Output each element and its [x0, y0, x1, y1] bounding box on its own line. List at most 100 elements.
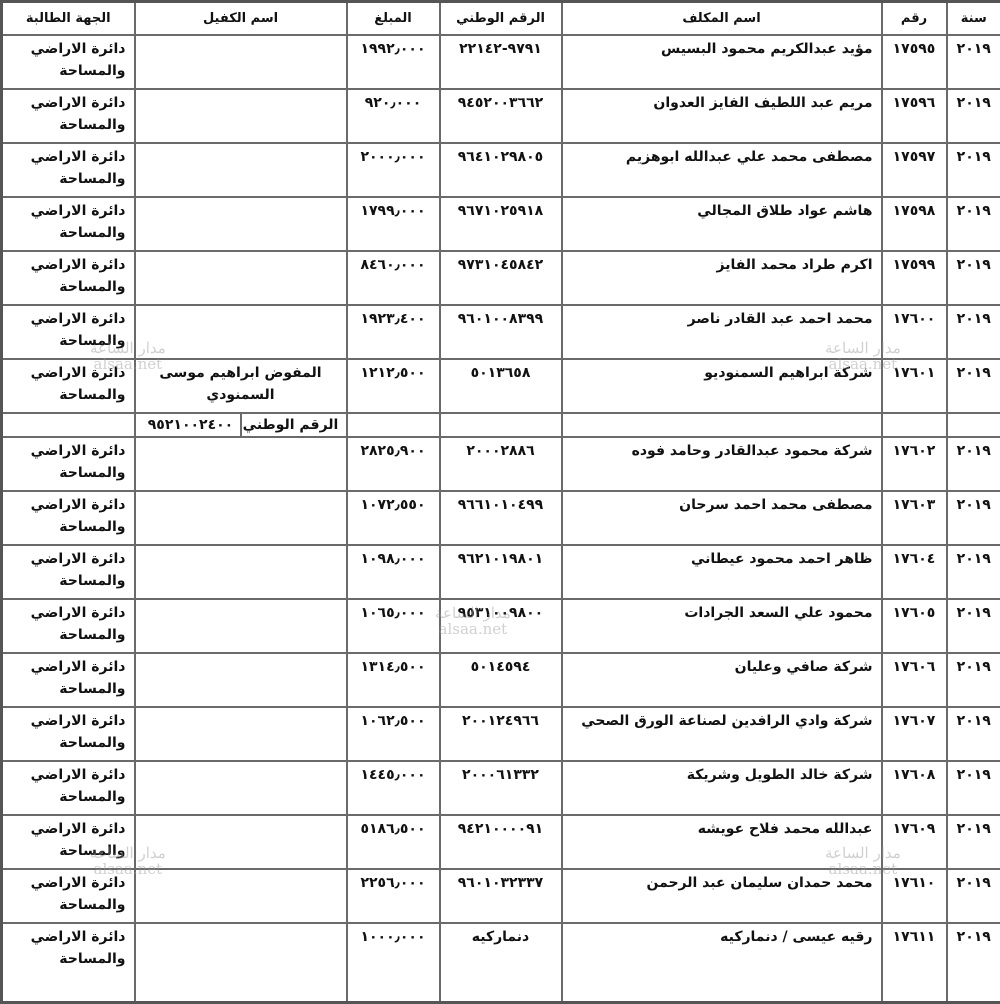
cell-number: ١٧٦٠٧ — [882, 707, 947, 761]
cell-national-id: ٩٦٤١٠٢٩٨٠٥ — [440, 143, 562, 197]
cell-name: شركة وادي الرافدين لصناعة الورق الصحي — [562, 707, 882, 761]
cell-requester: دائرة الاراضي والمساحة — [2, 491, 135, 545]
cell-national-id: ٥٠١٤٥٩٤ — [440, 653, 562, 707]
cell-national-id: ٩٥٣١٠٠٩٨٠٠ — [440, 599, 562, 653]
cell-name: رقيه عيسى / دنماركيه — [562, 923, 882, 1003]
cell-name: ظاهر احمد محمود عيطاني — [562, 545, 882, 599]
cell-guarantor — [135, 491, 347, 545]
cell-national-id: ٩٧٣١٠٤٥٨٤٢ — [440, 251, 562, 305]
header-year: سنة — [947, 2, 1000, 36]
cell-year: ٢٠١٩ — [947, 89, 1000, 143]
cell-national-id: دنماركيه — [440, 923, 562, 1003]
cell-guarantor — [135, 815, 347, 869]
cell-name: شركة ابراهيم السمنوديو — [562, 359, 882, 413]
cell-guarantor — [135, 143, 347, 197]
cell-amount: ١٤٤٥٫٠٠٠ — [347, 761, 440, 815]
cell-number: ١٧٦٠٥ — [882, 599, 947, 653]
cell-requester: دائرة الاراضي والمساحة — [2, 707, 135, 761]
cell-amount: ١٠٩٨٫٠٠٠ — [347, 545, 440, 599]
cell-national-id: ٢٠٠١٢٤٩٦٦ — [440, 707, 562, 761]
cell-requester: دائرة الاراضي والمساحة — [2, 653, 135, 707]
cell-number: ١٧٥٩٦ — [882, 89, 947, 143]
cell-number: ١٧٥٩٨ — [882, 197, 947, 251]
header-number: رقم — [882, 2, 947, 36]
cell-national-id: ٩٤٥٢٠٠٣٦٦٢ — [440, 89, 562, 143]
cell-requester: دائرة الاراضي والمساحة — [2, 143, 135, 197]
cell-name: هاشم عواد طلاق المجالي — [562, 197, 882, 251]
cell-number: ١٧٦٠٤ — [882, 545, 947, 599]
cell-amount: ٢٨٢٥٫٩٠٠ — [347, 437, 440, 491]
header-national-id: الرقم الوطني — [440, 2, 562, 36]
cell-name: شركة خالد الطويل وشريكة — [562, 761, 882, 815]
cell-guarantor — [135, 35, 347, 89]
cell-requester: دائرة الاراضي والمساحة — [2, 545, 135, 599]
cell-year: ٢٠١٩ — [947, 35, 1000, 89]
cell-guarantor — [135, 869, 347, 923]
cell-guarantor — [135, 653, 347, 707]
cell-number: ١٧٥٩٩ — [882, 251, 947, 305]
empty-cell — [440, 413, 562, 437]
cell-national-id: ٩٦٢١٠١٩٨٠١ — [440, 545, 562, 599]
cell-name: محمود علي السعد الجرادات — [562, 599, 882, 653]
cell-name: محمد احمد عبد القادر ناصر — [562, 305, 882, 359]
cell-year: ٢٠١٩ — [947, 653, 1000, 707]
cell-amount: ١٠٧٢٫٥٥٠ — [347, 491, 440, 545]
cell-year: ٢٠١٩ — [947, 197, 1000, 251]
cell-year: ٢٠١٩ — [947, 545, 1000, 599]
cell-name: شركة محمود عبدالقادر وحامد فوده — [562, 437, 882, 491]
cell-national-id: ٩٦٠١٠٠٨٣٩٩ — [440, 305, 562, 359]
cell-national-id: ٢٠٠٠٦١٣٣٢ — [440, 761, 562, 815]
cell-number: ١٧٥٩٥ — [882, 35, 947, 89]
cell-amount: ٥١٨٦٫٥٠٠ — [347, 815, 440, 869]
cell-guarantor — [135, 251, 347, 305]
cell-year: ٢٠١٩ — [947, 599, 1000, 653]
cell-number: ١٧٦١٠ — [882, 869, 947, 923]
empty-cell — [562, 413, 882, 437]
cell-year: ٢٠١٩ — [947, 815, 1000, 869]
cell-guarantor: المفوض ابراهيم موسى السمنودي — [135, 359, 347, 413]
cell-guarantor — [135, 599, 347, 653]
cell-year: ٢٠١٩ — [947, 707, 1000, 761]
guarantor-id-label: الرقم الوطني — [240, 414, 340, 436]
cell-year: ٢٠١٩ — [947, 359, 1000, 413]
cell-name: مريم عبد اللطيف الفايز العدوان — [562, 89, 882, 143]
cell-year: ٢٠١٩ — [947, 923, 1000, 1003]
cell-guarantor — [135, 761, 347, 815]
cell-guarantor — [135, 923, 347, 1003]
empty-cell — [347, 413, 440, 437]
header-name: اسم المكلف — [562, 2, 882, 36]
empty-cell — [2, 413, 135, 437]
cell-number: ١٧٦٠٣ — [882, 491, 947, 545]
cell-guarantor — [135, 545, 347, 599]
cell-year: ٢٠١٩ — [947, 761, 1000, 815]
cell-requester: دائرة الاراضي والمساحة — [2, 89, 135, 143]
cell-number: ١٧٦٠٩ — [882, 815, 947, 869]
cell-national-id: ٩٧٩١-٢٢١٤٢ — [440, 35, 562, 89]
cell-year: ٢٠١٩ — [947, 437, 1000, 491]
cell-number: ١٧٦٠٢ — [882, 437, 947, 491]
cell-requester: دائرة الاراضي والمساحة — [2, 761, 135, 815]
cell-number: ١٧٦١١ — [882, 923, 947, 1003]
cell-national-id: ٢٠٠٠٢٨٨٦ — [440, 437, 562, 491]
cell-year: ٢٠١٩ — [947, 869, 1000, 923]
cell-name: مؤيد عبدالكريم محمود البسيس — [562, 35, 882, 89]
cell-year: ٢٠١٩ — [947, 251, 1000, 305]
cell-requester: دائرة الاراضي والمساحة — [2, 305, 135, 359]
cell-amount: ١٠٠٠٫٠٠٠ — [347, 923, 440, 1003]
cell-name: مصطفى محمد علي عبدالله ابوهزيم — [562, 143, 882, 197]
cell-number: ١٧٥٩٧ — [882, 143, 947, 197]
cell-requester: دائرة الاراضي والمساحة — [2, 869, 135, 923]
cell-name: اكرم طراد محمد الفايز — [562, 251, 882, 305]
cell-guarantor — [135, 89, 347, 143]
